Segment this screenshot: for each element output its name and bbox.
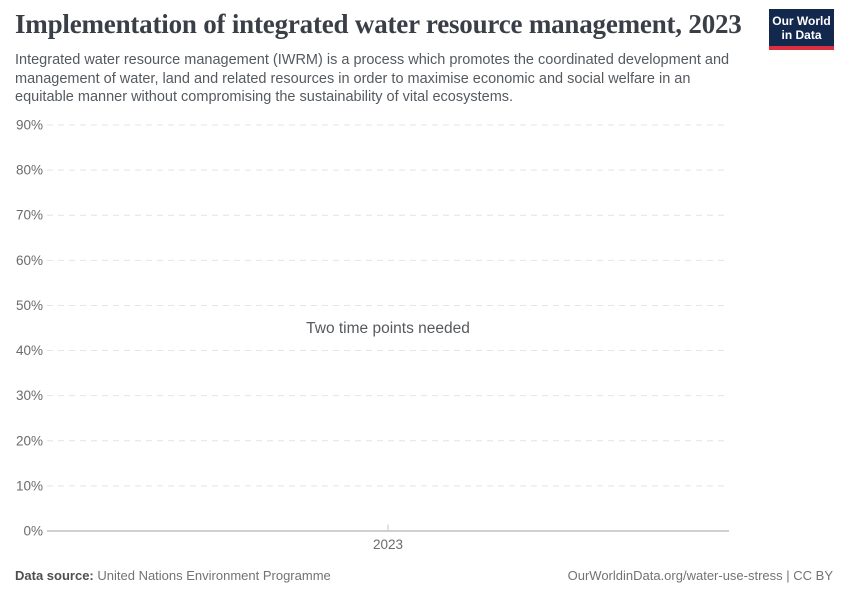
owid-logo[interactable]: Our World in Data <box>769 9 834 50</box>
y-tick-label: 80% <box>16 163 43 178</box>
attribution-link[interactable]: OurWorldinData.org/water-use-stress | CC… <box>567 568 833 583</box>
y-tick-label: 50% <box>16 298 43 313</box>
data-source-value: United Nations Environment Programme <box>97 568 331 583</box>
data-source: Data source: United Nations Environment … <box>15 568 331 583</box>
x-tick-label: 2023 <box>373 537 403 552</box>
owid-logo-line2: in Data <box>781 27 822 42</box>
chart-subtitle: Integrated water resource management (IW… <box>15 52 730 105</box>
y-tick-label: 60% <box>16 253 43 268</box>
y-tick-label: 10% <box>16 478 43 493</box>
y-tick-label: 90% <box>16 118 43 133</box>
y-tick-label: 40% <box>16 343 43 358</box>
y-tick-label: 70% <box>16 208 43 223</box>
chart-footer: Data source: United Nations Environment … <box>15 568 833 583</box>
y-tick-label: 0% <box>23 524 43 539</box>
owid-logo-line1: Our World <box>772 13 831 28</box>
y-tick-label: 30% <box>16 388 43 403</box>
y-tick-label: 20% <box>16 433 43 448</box>
page-title: Implementation of integrated water resou… <box>15 9 742 39</box>
data-source-label: Data source: <box>15 568 94 583</box>
empty-state-message: Two time points needed <box>306 320 470 337</box>
